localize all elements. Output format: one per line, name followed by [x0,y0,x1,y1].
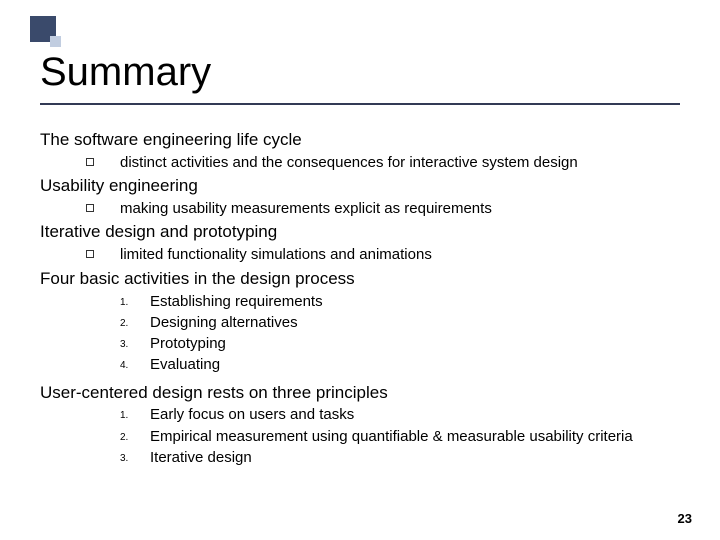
numbered-row: 1. Early focus on users and tasks [40,405,680,425]
list-number: 3. [120,448,150,466]
corner-decoration [30,16,70,56]
numbered-text: Iterative design [150,448,252,468]
title-rule [40,103,680,105]
section-heading: User-centered design rests on three prin… [40,382,680,405]
bullet-row: limited functionality simulations and an… [40,245,680,265]
numbered-row: 3. Iterative design [40,448,680,468]
section-four-activities: Four basic activities in the design proc… [40,268,680,376]
bullet-text: making usability measurements explicit a… [120,199,492,219]
bullet-text: distinct activities and the consequences… [120,153,578,173]
square-bullet-icon [86,158,94,166]
section-heading: Iterative design and prototyping [40,221,680,244]
section-heading: Usability engineering [40,175,680,198]
numbered-text: Designing alternatives [150,313,298,333]
body-content: The software engineering life cycle dist… [40,129,680,468]
numbered-row: 4. Evaluating [40,355,680,375]
list-number: 2. [120,427,150,445]
section-heading: The software engineering life cycle [40,129,680,152]
list-number: 2. [120,313,150,331]
page-number: 23 [678,511,692,526]
section-user-centered: User-centered design rests on three prin… [40,382,680,469]
section-heading: Four basic activities in the design proc… [40,268,680,291]
numbered-text: Prototyping [150,334,226,354]
bullet-row: distinct activities and the consequences… [40,153,680,173]
list-number: 3. [120,334,150,352]
numbered-text: Evaluating [150,355,220,375]
decor-square-small [50,36,61,47]
square-bullet-icon [86,204,94,212]
list-number: 1. [120,292,150,310]
numbered-row: 2. Empirical measurement using quantifia… [40,427,680,447]
slide-title: Summary [40,50,680,95]
numbered-text: Empirical measurement using quantifiable… [150,427,633,447]
numbered-text: Early focus on users and tasks [150,405,354,425]
slide-content: Summary The software engineering life cy… [0,0,720,468]
list-number: 4. [120,355,150,373]
numbered-row: 2. Designing alternatives [40,313,680,333]
list-number: 1. [120,405,150,423]
bullet-row: making usability measurements explicit a… [40,199,680,219]
section-usability: Usability engineering making usability m… [40,175,680,219]
bullet-text: limited functionality simulations and an… [120,245,432,265]
square-bullet-icon [86,250,94,258]
section-lifecycle: The software engineering life cycle dist… [40,129,680,173]
numbered-row: 3. Prototyping [40,334,680,354]
numbered-text: Establishing requirements [150,292,323,312]
numbered-row: 1. Establishing requirements [40,292,680,312]
section-iterative: Iterative design and prototyping limited… [40,221,680,265]
